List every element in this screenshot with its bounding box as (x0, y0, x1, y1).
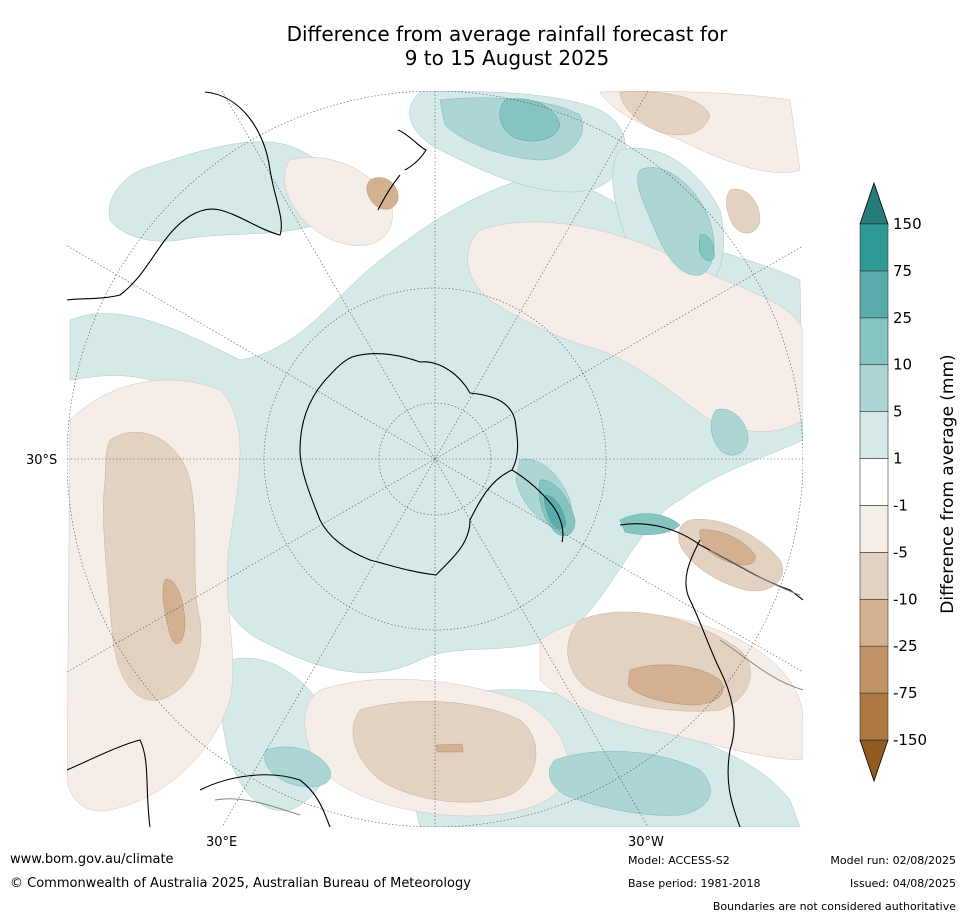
colorbar-band (859, 223, 889, 272)
lon-label-30e: 30°E (206, 835, 237, 850)
footer-base-period: Base period: 1981-2018 (628, 877, 761, 890)
colorbar-band (859, 317, 889, 366)
colorbar-band (859, 692, 889, 741)
footer-model: Model: ACCESS-S2 (628, 854, 730, 867)
africa-coast-2 (199, 774, 331, 827)
colorbar-band (859, 458, 889, 506)
colorbar-tick-label: -150 (893, 731, 927, 749)
colorbar-tick-label: 10 (893, 356, 912, 374)
antarctica-coast (299, 353, 519, 576)
colorbar-band (859, 505, 889, 553)
colorbar-tick-label: 1 (893, 450, 903, 468)
colorbar-tick-label: -1 (893, 496, 908, 514)
colorbar-extend-low (859, 739, 889, 783)
new-zealand-south (377, 174, 401, 211)
colorbar-tick-label: 5 (893, 403, 903, 421)
south-america-coast-2 (685, 539, 741, 827)
anomaly-field-dry-strong (162, 177, 756, 753)
footer-website[interactable]: www.bom.gov.au/climate (10, 852, 174, 867)
footer-model-run: Model run: 02/08/2025 (830, 854, 956, 867)
new-zealand-north (397, 129, 427, 171)
colorbar-tick-label: -75 (893, 684, 918, 702)
australia-coast (67, 91, 282, 301)
colorbar-band (859, 598, 889, 647)
title-line-2: 9 to 15 August 2025 (404, 46, 610, 70)
colorbar-tick-label: -5 (893, 543, 908, 561)
colorbar-band (859, 411, 889, 459)
colorbar-tick-label: 75 (893, 262, 912, 280)
colorbar: 150 75 25 10 5 1 -1 -5 -10 -25 -75 -150 Difference … (859, 181, 958, 783)
colorbar-tick-label: 25 (893, 309, 912, 327)
boundaries (214, 549, 803, 816)
colorbar-tick-label: -10 (893, 590, 918, 608)
peninsula-coast (511, 469, 564, 543)
colorbar-band (859, 270, 889, 319)
colorbar-band (859, 364, 889, 412)
colorbar-tick-label: -25 (893, 637, 918, 655)
colorbar-band (859, 645, 889, 694)
graticule (67, 91, 803, 827)
map-title: Difference from average rainfall forecas… (67, 22, 947, 70)
footer-issued: Issued: 04/08/2025 (849, 877, 956, 890)
colorbar-label: Difference from average (mm) (938, 354, 958, 613)
map-panel (67, 91, 803, 827)
africa-coast (67, 739, 151, 827)
lon-label-30w: 30°W (628, 835, 664, 850)
colorbar-tick-label: 150 (893, 215, 922, 233)
footer-copyright: © Commonwealth of Australia 2025, Austra… (10, 876, 471, 891)
footer-disclaimer: Boundaries are not considered authoritat… (712, 900, 956, 913)
colorbar-band (859, 552, 889, 600)
colorbar-extend-high (859, 181, 889, 225)
title-line-1: Difference from average rainfall forecas… (286, 22, 728, 46)
lat-label-30s: 30°S (26, 453, 57, 468)
